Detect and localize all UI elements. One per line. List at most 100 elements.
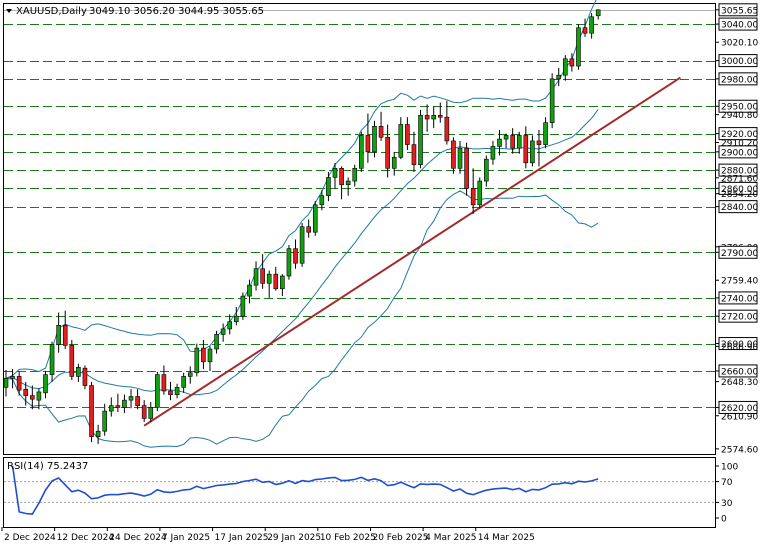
candle[interactable] (16, 371, 22, 396)
candle-body (16, 376, 22, 391)
candle[interactable] (312, 201, 318, 236)
candle[interactable] (352, 164, 358, 187)
candle[interactable] (214, 330, 219, 354)
candle[interactable] (141, 400, 147, 423)
candle[interactable] (227, 314, 233, 335)
candle[interactable] (253, 261, 259, 291)
candle[interactable] (378, 111, 384, 141)
candle-body (497, 138, 502, 147)
level-price-box (718, 245, 758, 259)
candle[interactable] (194, 343, 200, 377)
candle[interactable] (365, 113, 371, 163)
candle[interactable] (385, 124, 390, 178)
support-trend-line[interactable] (143, 76, 681, 427)
candle[interactable] (201, 339, 206, 370)
candle[interactable] (484, 155, 489, 187)
candle[interactable] (477, 177, 483, 209)
candle[interactable] (266, 270, 272, 298)
candle[interactable] (108, 397, 114, 417)
candle[interactable] (115, 393, 121, 413)
candle[interactable] (391, 151, 397, 176)
candle[interactable] (36, 388, 42, 410)
candle[interactable] (576, 24, 581, 70)
candle[interactable] (319, 190, 325, 211)
candle[interactable] (128, 389, 134, 409)
candle[interactable] (530, 135, 535, 167)
candle[interactable] (418, 109, 423, 169)
candle[interactable] (30, 385, 35, 410)
candle[interactable] (76, 363, 81, 382)
candle[interactable] (451, 137, 456, 174)
candle[interactable] (62, 310, 68, 350)
candle[interactable] (293, 239, 298, 269)
candle-body (365, 135, 371, 153)
candle[interactable] (398, 117, 404, 160)
candle[interactable] (339, 166, 344, 200)
candle[interactable] (549, 73, 555, 129)
candle[interactable] (503, 133, 509, 149)
candle[interactable] (102, 403, 107, 436)
candle[interactable] (332, 162, 338, 189)
candle[interactable] (589, 13, 594, 39)
level-price-box (718, 163, 758, 177)
candle[interactable] (89, 381, 94, 443)
candle[interactable] (207, 346, 213, 371)
candle[interactable] (234, 307, 239, 326)
candle[interactable] (43, 370, 48, 399)
candle[interactable] (280, 274, 285, 297)
candle[interactable] (536, 129, 542, 167)
candle[interactable] (299, 223, 305, 267)
candle[interactable] (95, 424, 101, 444)
candle[interactable] (497, 129, 502, 156)
candle-body (503, 135, 509, 140)
candle[interactable] (424, 104, 430, 132)
candle-body (43, 374, 48, 394)
candle[interactable] (3, 370, 9, 397)
candle[interactable] (260, 254, 265, 289)
candle[interactable] (161, 365, 167, 395)
candle[interactable] (23, 381, 29, 406)
candle[interactable] (444, 100, 450, 145)
candle[interactable] (582, 18, 588, 37)
candle[interactable] (69, 339, 75, 381)
candle[interactable] (464, 142, 469, 196)
candle[interactable] (181, 372, 186, 393)
candle[interactable] (220, 323, 226, 342)
candle[interactable] (306, 219, 311, 238)
candle[interactable] (326, 171, 331, 202)
candle[interactable] (523, 126, 529, 169)
collapse-triangle-icon[interactable] (6, 9, 12, 13)
candle[interactable] (345, 177, 351, 196)
candle[interactable] (437, 102, 443, 123)
candle[interactable] (543, 117, 548, 149)
candle[interactable] (470, 168, 476, 214)
candle[interactable] (562, 55, 568, 81)
candle[interactable] (174, 383, 180, 399)
candle[interactable] (569, 53, 575, 72)
candle[interactable] (510, 128, 515, 154)
candle[interactable] (556, 67, 562, 87)
candle[interactable] (49, 341, 55, 382)
candle[interactable] (595, 9, 601, 20)
candle[interactable] (122, 394, 127, 413)
candle[interactable] (247, 279, 252, 304)
candle[interactable] (187, 366, 193, 384)
candle[interactable] (516, 131, 522, 154)
candle[interactable] (148, 401, 154, 423)
candle[interactable] (240, 292, 246, 320)
candle[interactable] (155, 371, 160, 412)
candle[interactable] (490, 140, 496, 165)
candle[interactable] (431, 106, 437, 129)
candle[interactable] (457, 140, 463, 174)
candle[interactable] (10, 369, 15, 389)
candle[interactable] (135, 389, 140, 410)
candle[interactable] (286, 244, 292, 280)
candle[interactable] (168, 381, 173, 401)
candle[interactable] (359, 131, 364, 172)
candle[interactable] (411, 131, 417, 172)
candle[interactable] (405, 117, 410, 151)
candle[interactable] (372, 120, 377, 158)
candle[interactable] (82, 365, 88, 390)
candle[interactable] (273, 266, 279, 291)
candle[interactable] (56, 312, 61, 353)
